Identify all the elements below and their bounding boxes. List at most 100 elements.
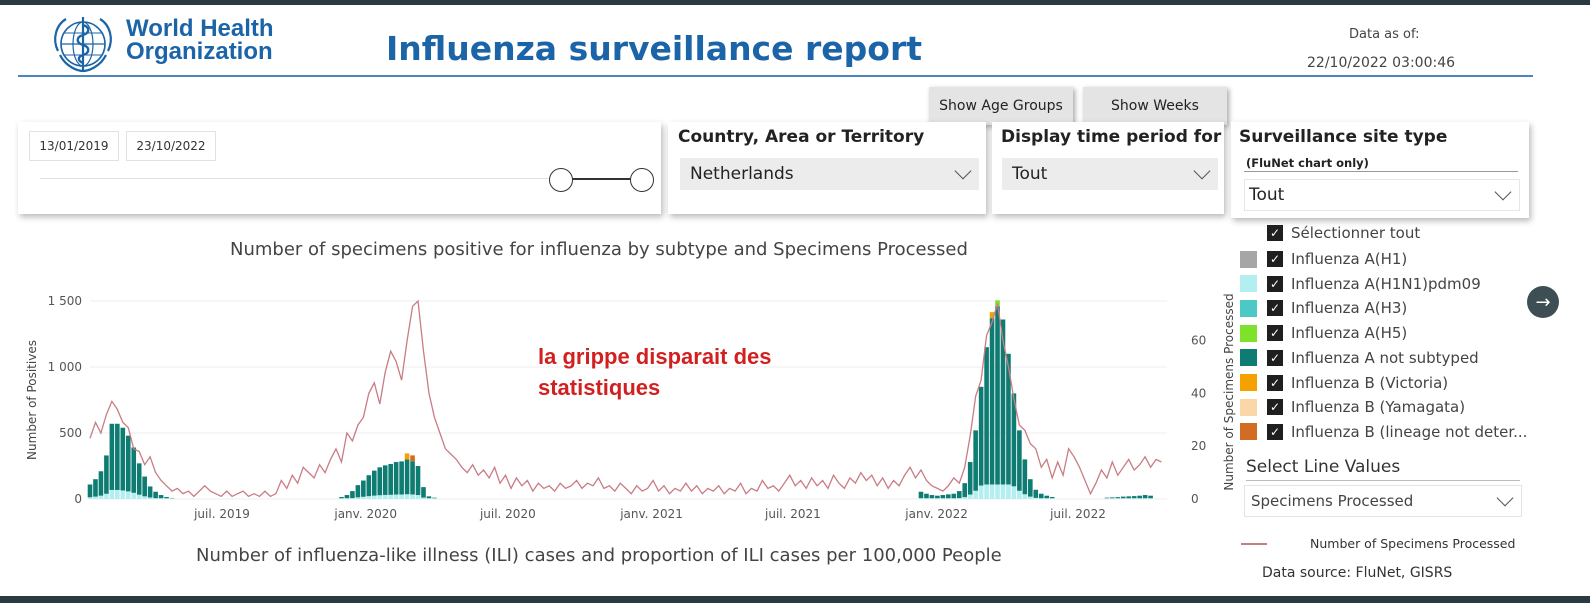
y-tick-label: 1 500	[48, 294, 82, 308]
bar-segment-h1n1	[1033, 497, 1039, 499]
x-tick-label: janv. 2020	[333, 507, 397, 521]
bar-segment-not-subtyped	[426, 496, 432, 499]
bar-segment-h1n1	[109, 489, 115, 499]
legend-item[interactable]: ✓ Influenza A(H1)	[1240, 248, 1407, 270]
country-filter-title: Country, Area or Territory	[678, 127, 925, 147]
checkbox-checked-icon[interactable]: ✓	[1267, 300, 1283, 317]
bar-segment-not-subtyped	[1137, 495, 1142, 499]
legend-item-label: Influenza A(H1N1)pdm09	[1291, 274, 1481, 293]
checkbox-checked-icon[interactable]: ✓	[1267, 374, 1283, 391]
bar-segment-h1n1	[1011, 486, 1017, 499]
bar-segment-not-subtyped	[967, 462, 973, 495]
bar-segment-h1n1	[918, 498, 924, 499]
bar-segment-h1n1	[93, 496, 98, 499]
bar-segment-not-subtyped	[1017, 430, 1022, 491]
bar-segment-not-subtyped	[388, 464, 393, 495]
legend-item-label: Influenza A(H3)	[1291, 299, 1408, 318]
checkbox-checked-icon[interactable]: ✓	[1267, 275, 1283, 292]
date-slider-range	[562, 178, 642, 180]
bar-segment-h1n1	[1038, 498, 1044, 499]
checkbox-checked-icon[interactable]: ✓	[1267, 325, 1283, 342]
bar-segment-not-subtyped	[1110, 497, 1115, 499]
legend-swatch	[1240, 275, 1257, 293]
site-type-filter-subtitle: (FluNet chart only)	[1246, 156, 1369, 170]
legend-item[interactable]: ✓ Influenza A(H3)	[1240, 297, 1407, 319]
site-type-select[interactable]: Tout	[1244, 179, 1520, 211]
checkbox-checked-icon[interactable]: ✓	[1267, 423, 1283, 440]
bar-segment-h1n1	[153, 498, 158, 499]
legend-item[interactable]: ✓ Influenza B (Victoria)	[1240, 372, 1448, 394]
line-legend-label: Number of Specimens Processed	[1310, 536, 1516, 551]
bar-segment-not-subtyped	[989, 318, 995, 485]
legend-swatch	[1240, 374, 1257, 391]
empty-swatch	[1240, 225, 1257, 242]
legend-item-label: Influenza A(H5)	[1291, 324, 1408, 343]
show-weeks-button[interactable]: Show Weeks	[1083, 87, 1227, 125]
bar-segment-not-subtyped	[924, 493, 929, 499]
bar-segment-h1n1	[1148, 498, 1153, 499]
bar-segment-h1n1	[1044, 498, 1050, 499]
show-age-groups-button[interactable]: Show Age Groups	[929, 87, 1073, 125]
bar-segment-h1n1	[382, 494, 388, 499]
bar-segment-not-subtyped	[1022, 459, 1028, 495]
legend-item-label: Influenza B (lineage not deter...	[1291, 422, 1528, 441]
end-date-input[interactable]: 23/10/2022	[126, 131, 216, 161]
legend-item[interactable]: ✓ Influenza B (lineage not deter...	[1240, 421, 1527, 443]
bar-segment-accent	[989, 312, 995, 319]
bar-segment-not-subtyped	[115, 423, 120, 490]
legend-item[interactable]: ✓ Influenza A(H1N1)pdm09	[1240, 273, 1481, 295]
bar-segment-h1n1	[115, 489, 120, 499]
bar-segment-h1n1	[1120, 498, 1126, 499]
bar-segment-not-subtyped	[421, 487, 426, 498]
line-values-divider	[1246, 480, 1520, 481]
bar-segment-h1n1	[1110, 498, 1115, 499]
x-tick-label: juil. 2021	[764, 507, 821, 521]
period-select[interactable]: Tout	[1002, 158, 1218, 190]
bar-segment-not-subtyped	[1104, 497, 1110, 499]
bar-segment-not-subtyped	[935, 495, 940, 499]
legend-item[interactable]: ✓ Influenza A(H5)	[1240, 322, 1407, 344]
bar-segment-h1n1	[361, 496, 366, 499]
who-logo-text: World Health Organization	[126, 17, 274, 65]
legend-item[interactable]: ✓ Influenza B (Yamagata)	[1240, 396, 1465, 418]
bar-segment-not-subtyped	[366, 475, 372, 497]
legend-item[interactable]: ✓ Influenza A not subtyped	[1240, 347, 1479, 369]
legend-select-all[interactable]: ✓ Sélectionner tout	[1240, 222, 1420, 244]
bar-segment-accent	[404, 453, 410, 460]
checkbox-checked-icon[interactable]: ✓	[1267, 349, 1283, 366]
checkbox-checked-icon[interactable]: ✓	[1267, 251, 1283, 267]
line-values-select[interactable]: Specimens Processed	[1244, 485, 1522, 517]
bar-segment-h1n1	[935, 498, 940, 499]
next-page-button[interactable]: →	[1527, 286, 1559, 318]
bar-segment-not-subtyped	[1044, 495, 1050, 499]
date-slider-end-handle[interactable]	[630, 168, 654, 192]
bar-segment-h1n1	[962, 497, 968, 499]
bar-segment-not-subtyped	[432, 497, 437, 499]
bar-segment-not-subtyped	[1038, 493, 1044, 499]
bar-segment-h1n1	[432, 498, 437, 499]
bar-segment-accent	[995, 300, 1000, 307]
logo-line-2: Organization	[126, 38, 273, 65]
bar-segment-h1n1	[967, 494, 973, 499]
bar-segment-not-subtyped	[147, 486, 153, 498]
date-range-panel	[18, 122, 661, 214]
checkbox-checked-icon[interactable]: ✓	[1267, 399, 1283, 416]
date-slider-start-handle[interactable]	[549, 168, 573, 192]
annotation-line-2: statistiques	[538, 375, 661, 400]
bar-segment-not-subtyped	[393, 462, 399, 495]
bar-segment-not-subtyped	[371, 470, 377, 496]
bar-segment-h1n1	[978, 485, 984, 499]
line-values-title: Select Line Values	[1246, 457, 1401, 477]
bar-segment-h1n1	[973, 490, 978, 499]
start-date-input[interactable]: 13/01/2019	[29, 131, 119, 161]
bar-segment-not-subtyped	[410, 461, 415, 495]
bar-segment-not-subtyped	[1000, 319, 1006, 485]
checkbox-checked-icon[interactable]: ✓	[1267, 225, 1283, 241]
period-filter-title: Display time period for	[1001, 127, 1222, 147]
bar-segment-h1n1	[344, 498, 350, 499]
country-select[interactable]: Netherlands	[680, 158, 979, 190]
bar-segment-not-subtyped	[142, 476, 147, 497]
y-axis-title: Number of Positives	[25, 340, 39, 460]
bar-segment-not-subtyped	[946, 494, 951, 499]
bar-segment-not-subtyped	[1126, 496, 1132, 499]
